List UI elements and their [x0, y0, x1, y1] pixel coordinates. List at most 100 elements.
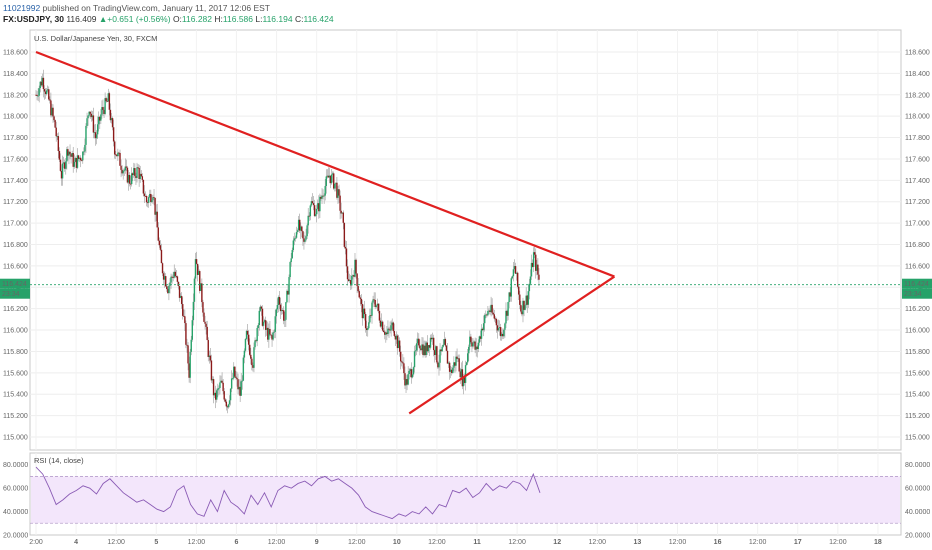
- candle-body: [199, 271, 201, 291]
- time-axis[interactable]: 2:00 4 12:00 5 12:00 6 12:00 9 12:00 10 12:00 11 12:…: [29, 539, 882, 546]
- candle-body: [75, 158, 78, 168]
- candlestick-series: [35, 69, 540, 414]
- candle-body: [279, 304, 282, 312]
- publish-info: published on TradingView.com, January 11…: [40, 3, 270, 13]
- candle-body: [233, 366, 235, 379]
- price-axis-left[interactable]: 118.600 118.400 118.200 118.000 117.800 117.6…: [3, 50, 28, 442]
- price-tick-label: 116.200: [3, 306, 28, 313]
- candle-body: [441, 346, 443, 352]
- candle-body: [336, 182, 338, 198]
- candle-body: [104, 98, 106, 114]
- candle-body: [243, 350, 246, 358]
- candle-body: [224, 399, 226, 402]
- lower-trendline[interactable]: [408, 275, 616, 415]
- candle-body: [404, 373, 406, 386]
- candle-body: [333, 173, 335, 189]
- price-tick-label: 116.200: [905, 306, 930, 313]
- candle-body: [320, 196, 322, 199]
- candle-body: [359, 297, 362, 299]
- candle-body: [408, 370, 410, 375]
- candle-body: [365, 328, 368, 331]
- candle-body: [132, 173, 134, 176]
- candle-body: [194, 259, 197, 279]
- price-axis-right[interactable]: 118.600 118.400 118.200 118.000 117.800 117.6…: [905, 50, 930, 442]
- candle-body: [421, 344, 423, 351]
- candle-body: [42, 77, 45, 90]
- time-tick-label: 9: [315, 539, 319, 546]
- price-tick-label: 118.600: [905, 50, 930, 57]
- candle-body: [370, 315, 372, 317]
- candle-body: [250, 354, 252, 359]
- candle-body: [306, 225, 308, 237]
- candle-body: [249, 344, 251, 355]
- candle-body: [206, 326, 208, 341]
- high-label: H:: [214, 14, 223, 24]
- price-tick-label: 117.800: [905, 135, 930, 142]
- candle-body: [439, 349, 441, 363]
- candle-body: [400, 351, 402, 362]
- price-tick-label: 116.000: [3, 328, 28, 335]
- candle-body: [137, 167, 139, 169]
- candle-body: [260, 306, 263, 309]
- candle-body: [245, 330, 248, 339]
- author-link[interactable]: 11021992: [3, 3, 41, 13]
- candle-body: [153, 197, 155, 198]
- candle-body: [533, 252, 536, 255]
- candle-body: [241, 380, 243, 382]
- last-price-badge-left: [0, 278, 30, 289]
- countdown-text-right: 23:34: [904, 291, 922, 298]
- candle-body: [346, 266, 349, 280]
- candle-body: [406, 379, 408, 385]
- price-tick-label: 116.800: [3, 242, 28, 249]
- upper-trendline[interactable]: [35, 50, 615, 278]
- candle-body: [186, 344, 188, 346]
- candle-body: [264, 320, 267, 330]
- candle-body: [275, 309, 278, 317]
- candle-body: [429, 337, 432, 348]
- candle-body: [458, 358, 460, 372]
- candle-body: [389, 329, 391, 331]
- candle-body: [123, 170, 125, 172]
- candle-body: [44, 91, 47, 95]
- candle-body: [272, 332, 274, 340]
- low-label: L:: [255, 14, 263, 24]
- candle-body: [331, 173, 334, 175]
- price-grid: [30, 30, 901, 450]
- candle-body: [316, 208, 318, 215]
- candle-body: [423, 345, 425, 356]
- candle-body: [229, 388, 232, 401]
- candle-body: [195, 259, 198, 264]
- candle-body: [327, 175, 330, 178]
- candle-body: [160, 249, 163, 264]
- rsi-tick-label: 80.0000: [3, 462, 28, 469]
- price-tick-label: 117.200: [3, 199, 28, 206]
- candle-body: [412, 367, 415, 375]
- candle-body: [235, 376, 237, 378]
- candle-body: [345, 248, 348, 267]
- candle-body: [482, 323, 485, 331]
- high-value: 116.586: [222, 14, 254, 24]
- candle-body: [110, 118, 113, 121]
- candle-body: [270, 334, 272, 336]
- candle-body: [273, 331, 275, 333]
- candle-body: [319, 196, 321, 212]
- candle-body: [280, 310, 283, 312]
- candle-body: [50, 100, 52, 116]
- candle-body: [497, 328, 500, 331]
- candle-body: [119, 152, 121, 166]
- candle-body: [170, 276, 172, 283]
- candle-body: [254, 340, 256, 348]
- rsi-band: [31, 476, 900, 524]
- candle-body: [470, 336, 472, 343]
- candle-body: [155, 211, 157, 215]
- candle-body: [372, 299, 374, 303]
- candle-body: [514, 266, 517, 274]
- candle-body: [367, 328, 369, 331]
- candle-body: [334, 183, 336, 189]
- candle-body: [452, 367, 454, 374]
- price-tick-label: 118.000: [3, 114, 28, 121]
- candle-body: [276, 305, 279, 310]
- candle-body: [392, 322, 394, 332]
- symbol-label[interactable]: FX:USDJPY, 30: [3, 14, 64, 24]
